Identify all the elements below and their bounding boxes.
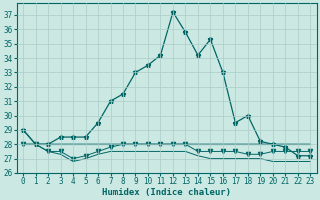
X-axis label: Humidex (Indice chaleur): Humidex (Indice chaleur) bbox=[102, 188, 231, 197]
